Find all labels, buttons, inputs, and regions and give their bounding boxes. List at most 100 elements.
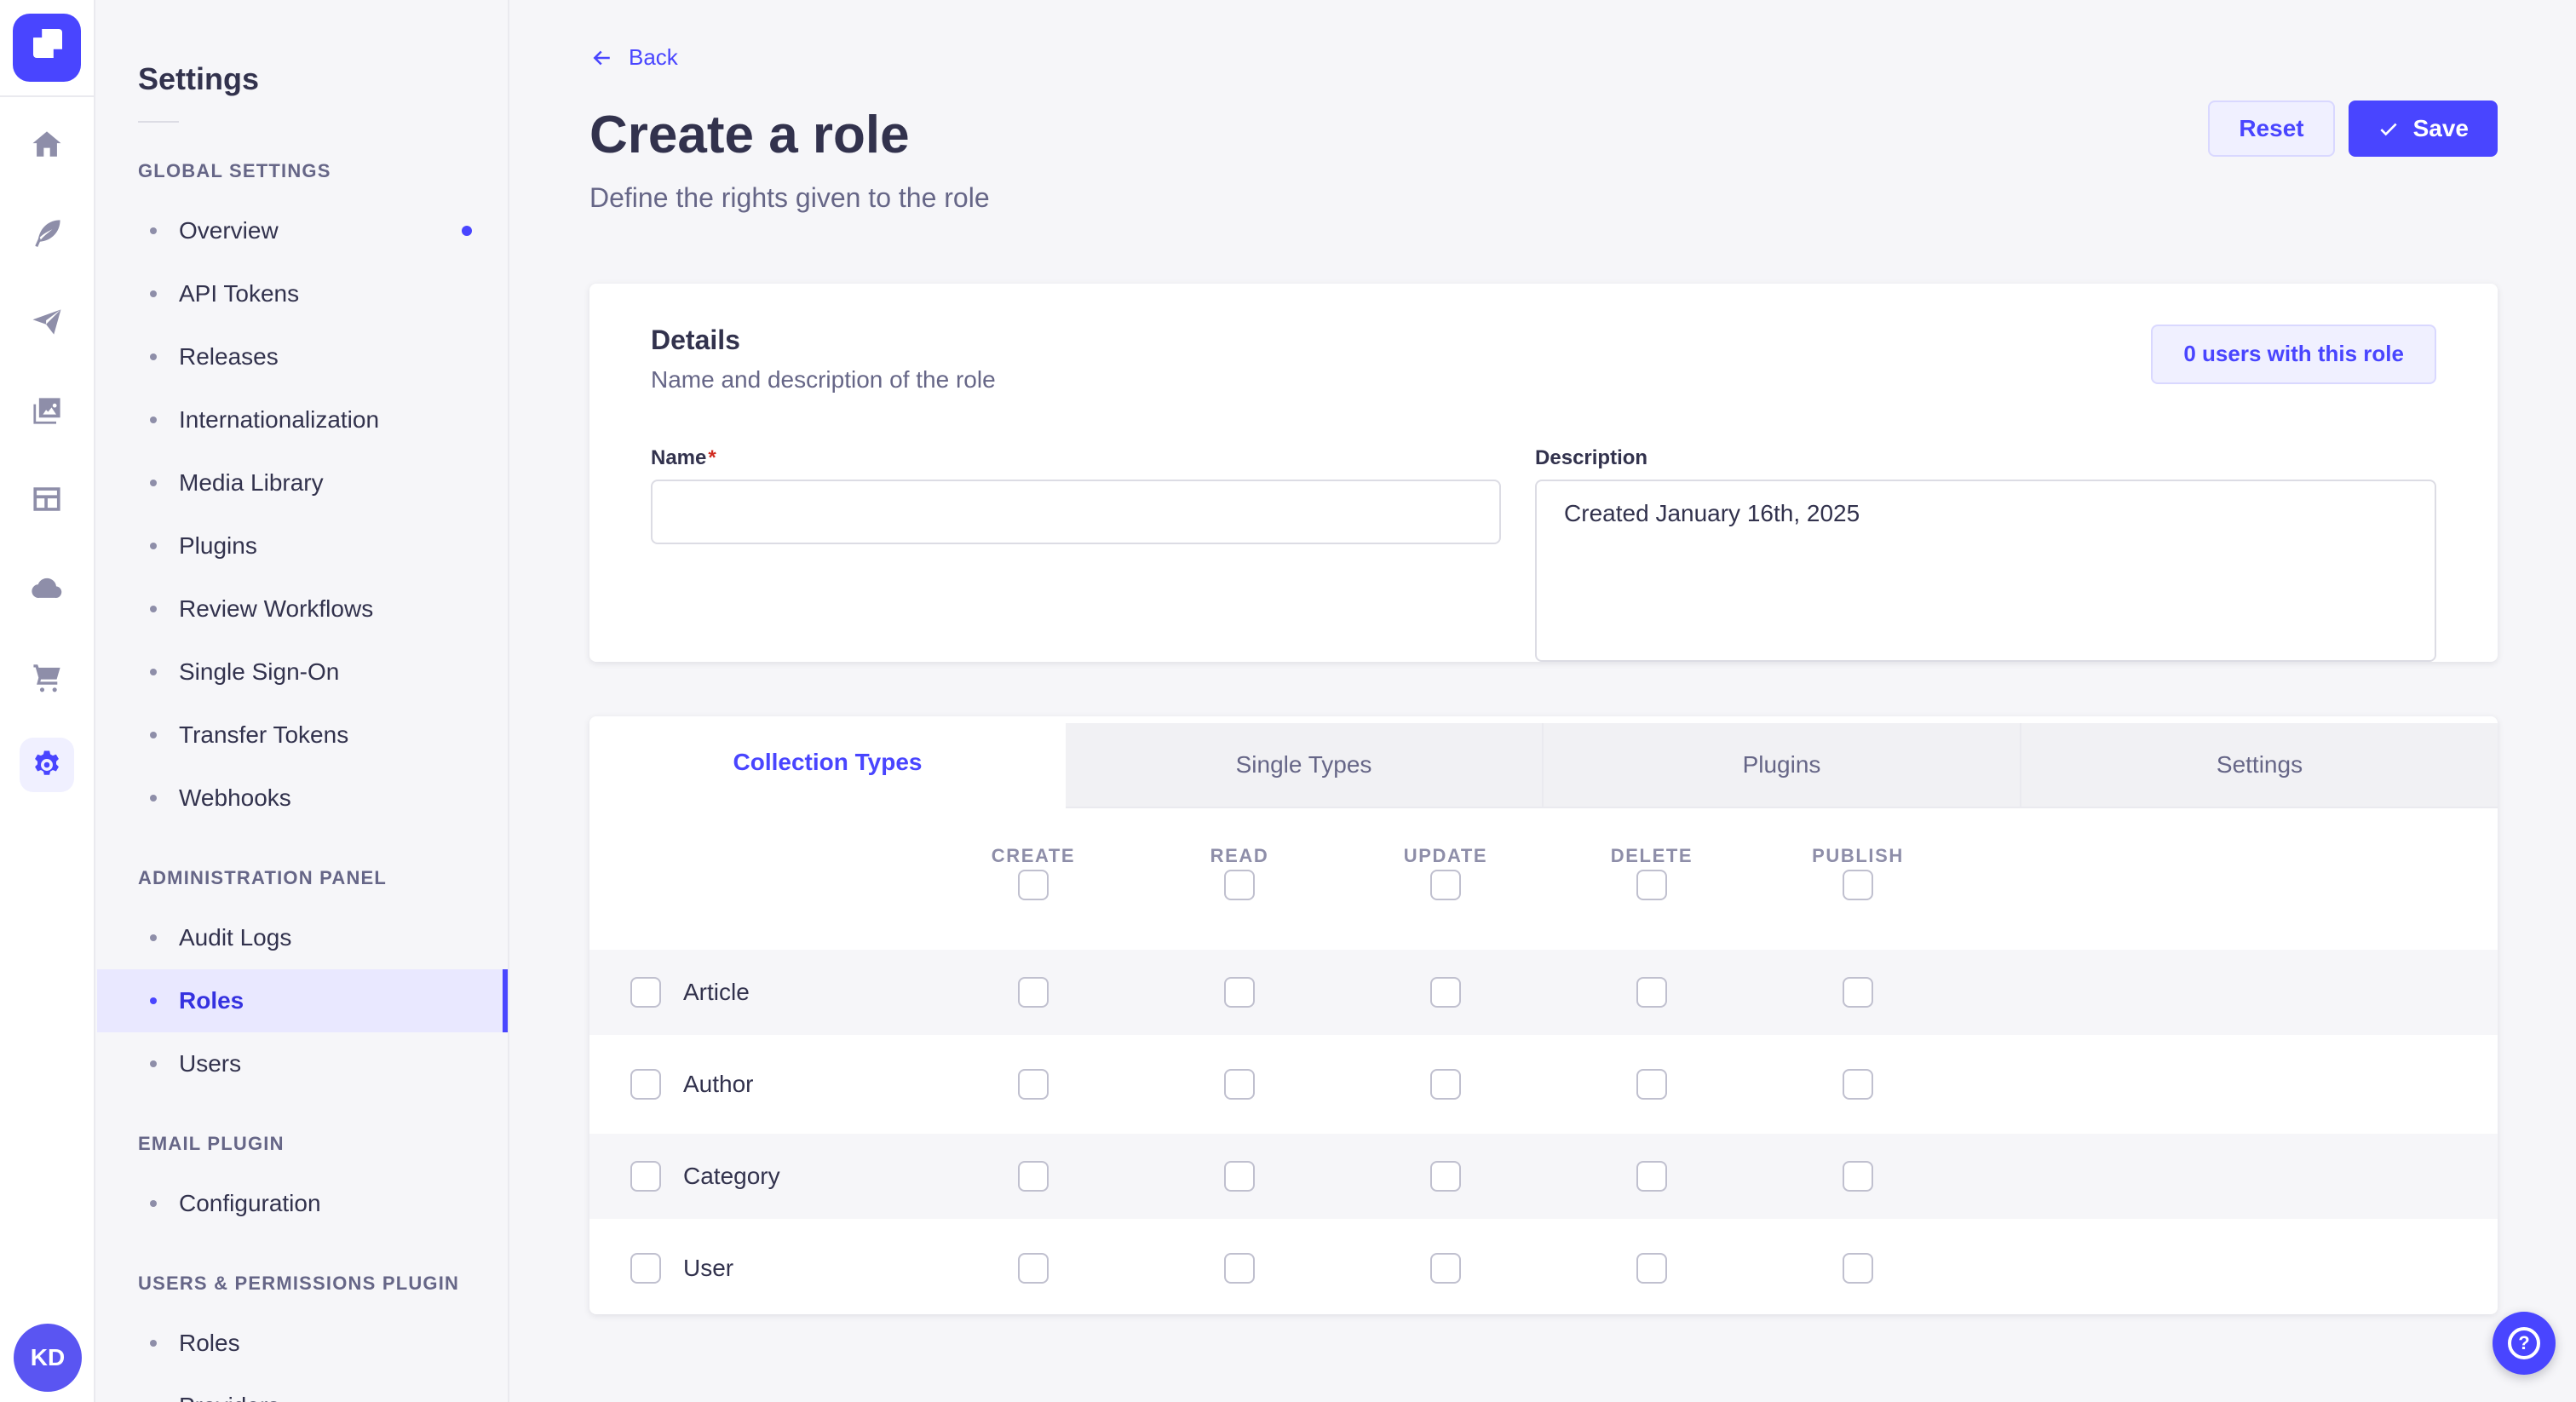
permission-cell	[1755, 1252, 1961, 1284]
reset-button[interactable]: Reset	[2208, 101, 2335, 157]
sidebar-item-api-tokens[interactable]: API Tokens	[97, 262, 508, 325]
avatar[interactable]: KD	[14, 1324, 82, 1392]
sidebar-item-roles[interactable]: Roles	[97, 969, 508, 1032]
user-publish-checkbox[interactable]	[1843, 1252, 1873, 1284]
permission-cell	[930, 976, 1136, 1008]
home-icon[interactable]	[20, 118, 74, 172]
category-publish-checkbox[interactable]	[1843, 1160, 1873, 1192]
user-create-checkbox[interactable]	[1018, 1252, 1049, 1284]
author-update-checkbox[interactable]	[1430, 1068, 1461, 1100]
select-all-delete-checkbox[interactable]	[1636, 869, 1667, 900]
category-read-checkbox[interactable]	[1224, 1160, 1255, 1192]
user-update-checkbox[interactable]	[1430, 1252, 1461, 1284]
sidebar-item-releases[interactable]: Releases	[97, 325, 508, 388]
category-create-checkbox[interactable]	[1018, 1160, 1049, 1192]
sidebar-item-single-sign-on[interactable]: Single Sign-On	[97, 641, 508, 704]
sidebar-item-roles[interactable]: Roles	[97, 1312, 508, 1375]
bullet-icon	[150, 997, 157, 1004]
details-subtitle: Name and description of the role	[651, 365, 996, 393]
back-link[interactable]: Back	[589, 44, 678, 71]
permission-cell	[1549, 1160, 1755, 1192]
tab-settings[interactable]: Settings	[2020, 722, 2498, 808]
select-all-cell	[1136, 869, 1343, 900]
description-field-group: Description Created January 16th, 2025	[1535, 440, 2436, 669]
tab-plugins[interactable]: Plugins	[1542, 722, 2020, 808]
select-all-cell	[1343, 869, 1549, 900]
author-delete-checkbox[interactable]	[1636, 1068, 1667, 1100]
tab-collection-types[interactable]: Collection Types	[589, 715, 1066, 808]
help-button[interactable]: ?	[2493, 1312, 2556, 1375]
sidebar-item-webhooks[interactable]: Webhooks	[97, 767, 508, 830]
sidebar-item-audit-logs[interactable]: Audit Logs	[97, 906, 508, 969]
description-textarea[interactable]: Created January 16th, 2025	[1535, 479, 2436, 662]
row-select-category-checkbox[interactable]	[630, 1160, 661, 1192]
user-delete-checkbox[interactable]	[1636, 1252, 1667, 1284]
select-all-create-checkbox[interactable]	[1018, 869, 1049, 900]
author-read-checkbox[interactable]	[1224, 1068, 1255, 1100]
media-library-icon[interactable]	[20, 383, 74, 438]
bullet-icon	[150, 795, 157, 802]
article-publish-checkbox[interactable]	[1843, 976, 1873, 1008]
sidebar-item-label: Transfer Tokens	[179, 721, 349, 748]
permission-cell	[1136, 1160, 1343, 1192]
article-update-checkbox[interactable]	[1430, 976, 1461, 1008]
sidebar-item-users[interactable]: Users	[97, 1032, 508, 1095]
sidebar-item-providers[interactable]: Providers	[97, 1375, 508, 1402]
details-card: Details Name and description of the role…	[589, 283, 2498, 662]
sidebar-item-review-workflows[interactable]: Review Workflows	[97, 577, 508, 641]
row-select-author-checkbox[interactable]	[630, 1068, 661, 1100]
question-mark-icon: ?	[2508, 1327, 2540, 1359]
row-select-article-checkbox[interactable]	[630, 976, 661, 1008]
row-label: User	[683, 1254, 734, 1281]
header-actions: Reset Save	[2208, 101, 2498, 157]
arrow-left-icon	[593, 50, 610, 65]
user-read-checkbox[interactable]	[1224, 1252, 1255, 1284]
article-create-checkbox[interactable]	[1018, 976, 1049, 1008]
row-select-user-checkbox[interactable]	[630, 1252, 661, 1284]
sidebar-item-transfer-tokens[interactable]: Transfer Tokens	[97, 704, 508, 767]
select-all-read-checkbox[interactable]	[1224, 869, 1255, 900]
select-all-publish-checkbox[interactable]	[1843, 869, 1873, 900]
sidebar-item-internationalization[interactable]: Internationalization	[97, 388, 508, 451]
sidebar-item-label: Media Library	[179, 469, 324, 496]
article-read-checkbox[interactable]	[1224, 976, 1255, 1008]
save-button[interactable]: Save	[2348, 101, 2498, 157]
bullet-icon	[150, 669, 157, 675]
name-input[interactable]	[651, 479, 1502, 544]
sidebar-item-plugins[interactable]: Plugins	[97, 514, 508, 577]
sidebar-item-label: Overview	[179, 217, 279, 244]
select-all-update-checkbox[interactable]	[1430, 869, 1461, 900]
sidebar-item-label: Releases	[179, 343, 279, 370]
sidebar-item-overview[interactable]: Overview	[97, 199, 508, 262]
permission-cell	[930, 1252, 1136, 1284]
name-label-text: Name	[651, 445, 707, 469]
feather-icon[interactable]	[20, 206, 74, 261]
settings-gear-icon[interactable]	[20, 738, 74, 792]
sidebar-item-configuration[interactable]: Configuration	[97, 1172, 508, 1235]
permission-cell	[1343, 1252, 1549, 1284]
content-manager-icon[interactable]	[20, 472, 74, 526]
sidebar-item-media-library[interactable]: Media Library	[97, 451, 508, 514]
column-header-publish: Publish	[1812, 844, 1904, 866]
bullet-icon	[150, 353, 157, 360]
author-publish-checkbox[interactable]	[1843, 1068, 1873, 1100]
main-content: Back Create a role Define the rights giv…	[511, 0, 2576, 1402]
cloud-icon[interactable]	[20, 560, 74, 615]
bullet-icon	[150, 480, 157, 486]
paper-plane-icon[interactable]	[20, 295, 74, 349]
article-delete-checkbox[interactable]	[1636, 976, 1667, 1008]
users-with-role-button[interactable]: 0 users with this role	[2151, 324, 2436, 384]
sidebar-item-label: Providers	[179, 1393, 279, 1402]
author-create-checkbox[interactable]	[1018, 1068, 1049, 1100]
marketplace-cart-icon[interactable]	[20, 649, 74, 704]
category-update-checkbox[interactable]	[1430, 1160, 1461, 1192]
sidebar-item-label: Review Workflows	[179, 595, 374, 622]
required-asterisk: *	[708, 445, 716, 469]
row-name-cell: User	[630, 1252, 930, 1284]
tab-single-types[interactable]: Single Types	[1066, 722, 1542, 808]
category-delete-checkbox[interactable]	[1636, 1160, 1667, 1192]
bullet-icon	[150, 290, 157, 297]
strapi-logo[interactable]	[13, 14, 81, 82]
rail-nav	[0, 118, 94, 792]
bullet-icon	[150, 543, 157, 549]
